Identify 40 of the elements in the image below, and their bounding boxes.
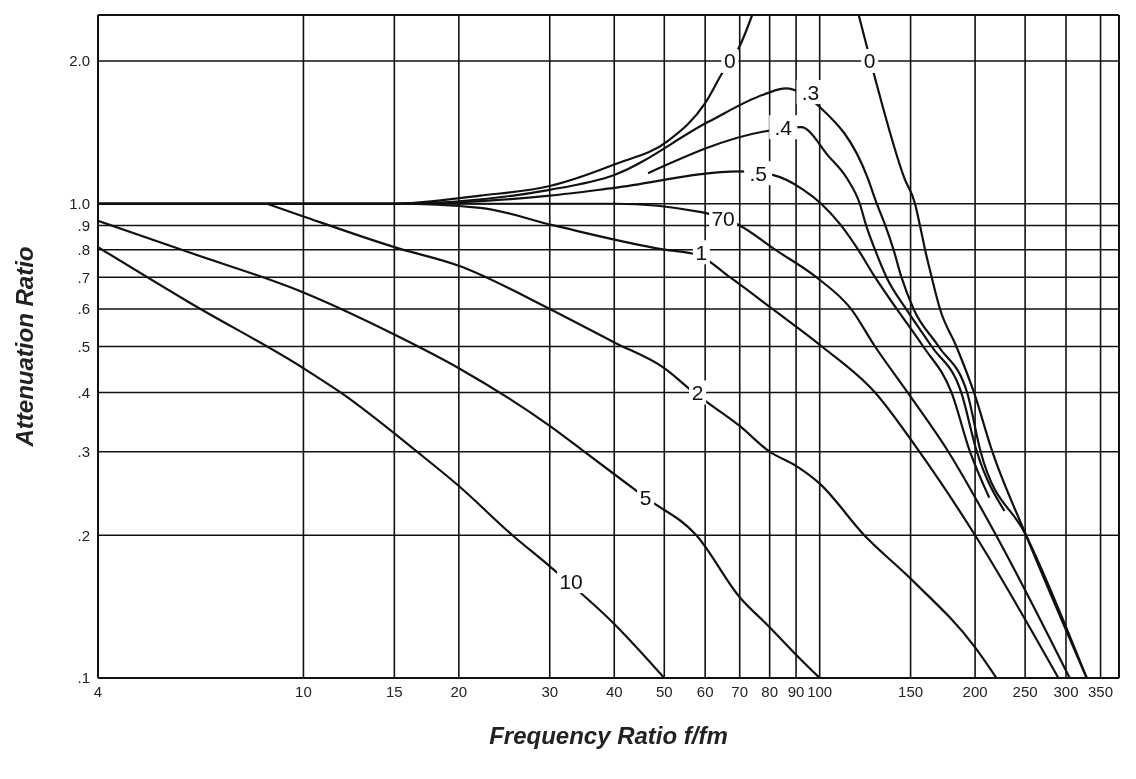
x-tick-label: 30 — [541, 682, 559, 700]
y-tick-label: .4 — [77, 383, 90, 401]
x-tick-label: 60 — [696, 682, 714, 700]
annotation: 5 — [639, 486, 652, 510]
x-tick-label: 20 — [450, 682, 468, 700]
x-tick-label: 10 — [295, 682, 312, 700]
annotation: 70 — [711, 207, 735, 231]
annotation: .5 — [749, 161, 767, 185]
x-tick-label: 50 — [655, 682, 673, 700]
y-tick-label: .2 — [77, 526, 90, 544]
y-tick-label: .6 — [77, 300, 90, 318]
x-tick-label: 250 — [1012, 682, 1038, 700]
y-tick-label: .3 — [77, 443, 90, 461]
y-axis-title: Attenuation Ratio — [10, 246, 38, 448]
x-tick-label: 70 — [731, 682, 749, 700]
annotation: .4 — [774, 115, 793, 139]
x-tick-label: 350 — [1088, 682, 1114, 700]
y-tick-label: .9 — [77, 216, 90, 234]
y-tick-label: .1 — [77, 669, 90, 687]
y-tick-label: .8 — [77, 241, 90, 259]
x-axis-title: Frequency Ratio f/fm — [489, 722, 728, 749]
x-tick-label: 4 — [93, 682, 103, 700]
x-tick-label: 300 — [1053, 682, 1079, 700]
y-tick-label: .7 — [77, 268, 90, 286]
annotation: .3 — [801, 80, 820, 104]
y-tick-label: 2.0 — [69, 52, 90, 70]
annotation: 10 — [559, 569, 583, 593]
annotation: 2 — [691, 380, 704, 404]
x-tick-label: 200 — [962, 682, 988, 700]
annotation: 0 — [863, 49, 876, 73]
x-tick-label: 15 — [386, 682, 403, 700]
y-tick-label: 1.0 — [69, 195, 90, 213]
y-tick-label: .5 — [77, 337, 90, 355]
x-tick-label: 100 — [807, 682, 833, 700]
x-tick-label: 90 — [787, 682, 805, 700]
annotation: 1 — [695, 240, 708, 264]
x-tick-label: 150 — [898, 682, 924, 700]
x-tick-label: 40 — [605, 682, 623, 700]
annotation: 0 — [724, 49, 736, 73]
x-tick-label: 80 — [761, 682, 778, 700]
